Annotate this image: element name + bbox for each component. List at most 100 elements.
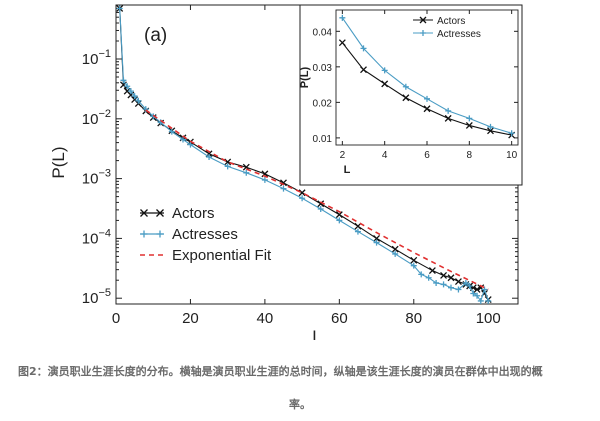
inset-legend-label: Actresses: [437, 29, 481, 40]
data-point-marker: [466, 282, 473, 289]
data-point-marker: [455, 286, 462, 293]
y-tick-exponent: −4: [98, 227, 111, 239]
data-point-marker: [447, 274, 455, 282]
data-point-marker: [187, 141, 194, 148]
inset-x-axis-label: L: [344, 164, 351, 176]
inset-data-point-marker: [424, 95, 430, 102]
data-point-marker: [317, 206, 324, 213]
data-point-marker: [206, 153, 213, 160]
data-point-marker: [425, 274, 432, 281]
data-point-marker: [428, 267, 436, 275]
y-tick-label: 10−2: [82, 108, 111, 128]
y-tick-exponent: −2: [98, 108, 111, 120]
data-point-marker: [477, 297, 484, 304]
data-point-marker: [116, 5, 123, 12]
inset-data-point-marker: [466, 115, 473, 122]
inset-y-axis-label: P(L): [299, 66, 311, 88]
figure: 0 20 40 60 80 10010−110−210−310−410−5LP(L)(a)…: [49, 4, 523, 340]
data-point-marker: [454, 278, 462, 285]
data-point-marker: [485, 297, 492, 304]
data-point-marker: [124, 83, 131, 90]
data-point-marker: [336, 217, 343, 224]
inset-data-point-marker: [465, 122, 473, 129]
data-point-marker: [481, 286, 488, 293]
data-point-marker: [135, 97, 142, 104]
inset-x-tick-label: 10: [506, 150, 518, 161]
inset-y-tick-label: 0.02: [313, 98, 333, 109]
inset-data-point-marker: [445, 107, 452, 114]
data-point-marker: [392, 250, 399, 257]
legend-marker: [140, 209, 148, 217]
y-tick-label: 10−3: [82, 168, 111, 188]
inset-data-point-marker: [508, 130, 515, 137]
data-point-marker: [433, 279, 440, 286]
inset-data-point-marker: [402, 83, 409, 90]
y-tick-base: 10: [82, 51, 99, 68]
y-tick-exponent: −3: [98, 168, 111, 180]
data-point-marker: [299, 195, 306, 202]
y-tick-label: 10−5: [82, 287, 111, 307]
inset-legend: Actors Actresses: [413, 16, 481, 40]
y-tick-base: 10: [82, 290, 99, 307]
inset-data-point-marker: [444, 114, 452, 122]
x-tick-label: 100: [476, 310, 501, 327]
inset-y-tick-label: 0.01: [313, 134, 333, 145]
data-point-marker: [418, 271, 425, 278]
y-tick-label: 10−4: [82, 227, 111, 247]
inset-x-tick-label: 2: [340, 150, 346, 161]
inset-data-point-marker: [402, 94, 410, 102]
data-point-marker: [410, 256, 418, 264]
inset-legend-label: Actors: [437, 16, 465, 27]
inset-chart: 2 4 6 8 10 0.01 0.02 0.03 0.04 L P(L) Actors Actress…: [299, 4, 523, 186]
series-actresses: [116, 5, 492, 304]
inset-data-point-marker: [338, 39, 346, 47]
inset-frame: [299, 4, 523, 186]
data-point-marker: [335, 211, 343, 219]
data-point-marker: [120, 77, 127, 84]
inset-data-point-marker: [487, 127, 494, 135]
legend-marker: [140, 230, 148, 238]
inset-x-tick-label: 4: [382, 150, 388, 161]
inset-legend-marker: [419, 16, 427, 24]
data-point-marker: [261, 170, 269, 178]
y-tick-exponent: −1: [98, 48, 111, 60]
data-point-marker: [298, 189, 306, 197]
data-point-marker: [462, 279, 469, 286]
legend-marker: [156, 230, 164, 238]
main-legend: Actors Actresses Exponential Fit: [140, 205, 272, 264]
y-tick-exponent: −5: [98, 287, 111, 299]
x-tick-label: 40: [257, 310, 274, 327]
data-point-marker: [243, 169, 250, 176]
y-tick-base: 10: [82, 230, 99, 247]
inset-data-point-marker: [339, 14, 346, 21]
inset-y-tick-label: 0.04: [313, 27, 333, 38]
data-point-marker: [440, 272, 448, 279]
data-point-marker: [142, 106, 149, 113]
x-axis-label: L: [312, 327, 321, 340]
inset-x-tick-label: 6: [424, 150, 430, 161]
data-point-marker: [280, 179, 287, 187]
y-axis-label: P(L): [49, 146, 68, 178]
data-point-marker: [224, 163, 231, 170]
legend-label: Actors: [172, 205, 215, 222]
inset-data-point-marker: [487, 123, 494, 130]
y-tick-base: 10: [82, 111, 99, 128]
x-tick-label: 20: [182, 310, 199, 327]
data-point-marker: [373, 239, 380, 246]
data-point-marker: [180, 136, 186, 143]
data-point-marker: [373, 234, 381, 242]
data-point-marker: [261, 176, 268, 183]
inset-data-point-marker: [360, 66, 367, 74]
x-tick-label: 0: [112, 310, 120, 327]
caption-line-2: 率。: [289, 398, 311, 411]
x-tick-label: 60: [331, 310, 348, 327]
series-exponential-fit: [145, 109, 489, 291]
data-point-marker: [410, 262, 417, 269]
data-point-marker: [470, 290, 477, 297]
data-point-marker: [317, 200, 325, 208]
x-tick-label: 80: [405, 310, 422, 327]
data-point-marker: [354, 222, 362, 230]
panel-label: (a): [144, 25, 167, 46]
y-tick-label: 10−1: [82, 48, 111, 68]
inset-data-point-marker: [381, 80, 389, 88]
